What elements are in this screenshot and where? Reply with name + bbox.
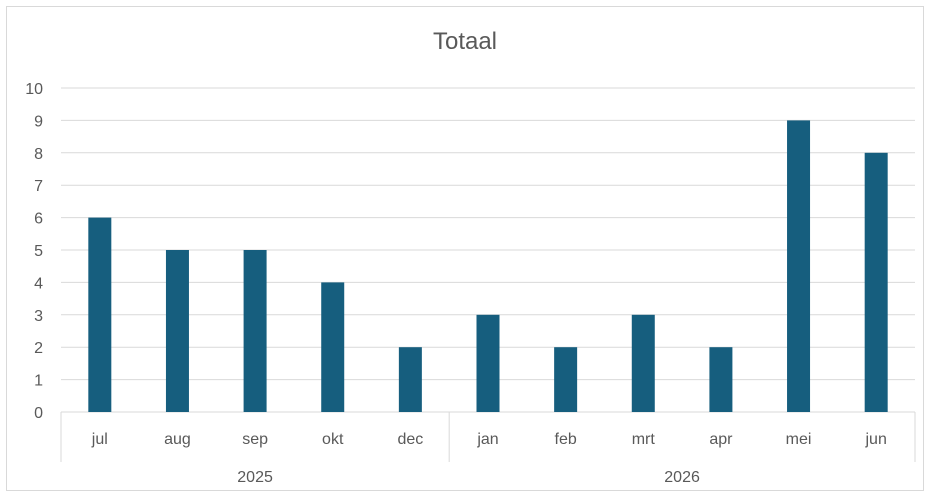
y-tick-label: 1 xyxy=(34,373,43,390)
bar xyxy=(243,250,267,412)
bar xyxy=(631,314,655,412)
bar xyxy=(476,314,500,412)
bar xyxy=(787,120,811,413)
group-label: 2026 xyxy=(664,469,700,486)
x-tick-label: jul xyxy=(91,431,108,448)
bar xyxy=(709,347,733,412)
y-tick-label: 8 xyxy=(34,146,43,163)
chart-frame xyxy=(6,6,924,491)
y-tick-label: 10 xyxy=(25,81,43,98)
bar xyxy=(88,217,112,412)
x-tick-label: mrt xyxy=(632,431,656,448)
x-tick-label: jun xyxy=(865,431,887,448)
y-tick-label: 2 xyxy=(34,340,43,357)
x-tick-label: sep xyxy=(242,431,268,448)
x-tick-label: mei xyxy=(786,431,812,448)
bar xyxy=(554,347,578,412)
y-tick-label: 6 xyxy=(34,211,43,228)
x-tick-label: dec xyxy=(397,431,423,448)
bar xyxy=(398,347,422,412)
x-tick-label: jan xyxy=(476,431,498,448)
bar xyxy=(165,250,189,412)
group-label: 2025 xyxy=(237,469,273,486)
y-tick-label: 9 xyxy=(34,113,43,130)
y-tick-label: 7 xyxy=(34,178,43,195)
bar xyxy=(321,282,345,412)
x-tick-label: aug xyxy=(164,431,191,448)
chart-title: Totaal xyxy=(432,28,498,55)
bar xyxy=(864,152,888,413)
y-tick-label: 3 xyxy=(34,308,43,325)
y-tick-label: 0 xyxy=(34,405,43,422)
y-tick-label: 5 xyxy=(34,243,43,260)
x-tick-label: okt xyxy=(322,431,344,448)
x-tick-label: feb xyxy=(555,431,577,448)
x-tick-label: apr xyxy=(709,431,733,448)
y-tick-label: 4 xyxy=(34,275,43,292)
